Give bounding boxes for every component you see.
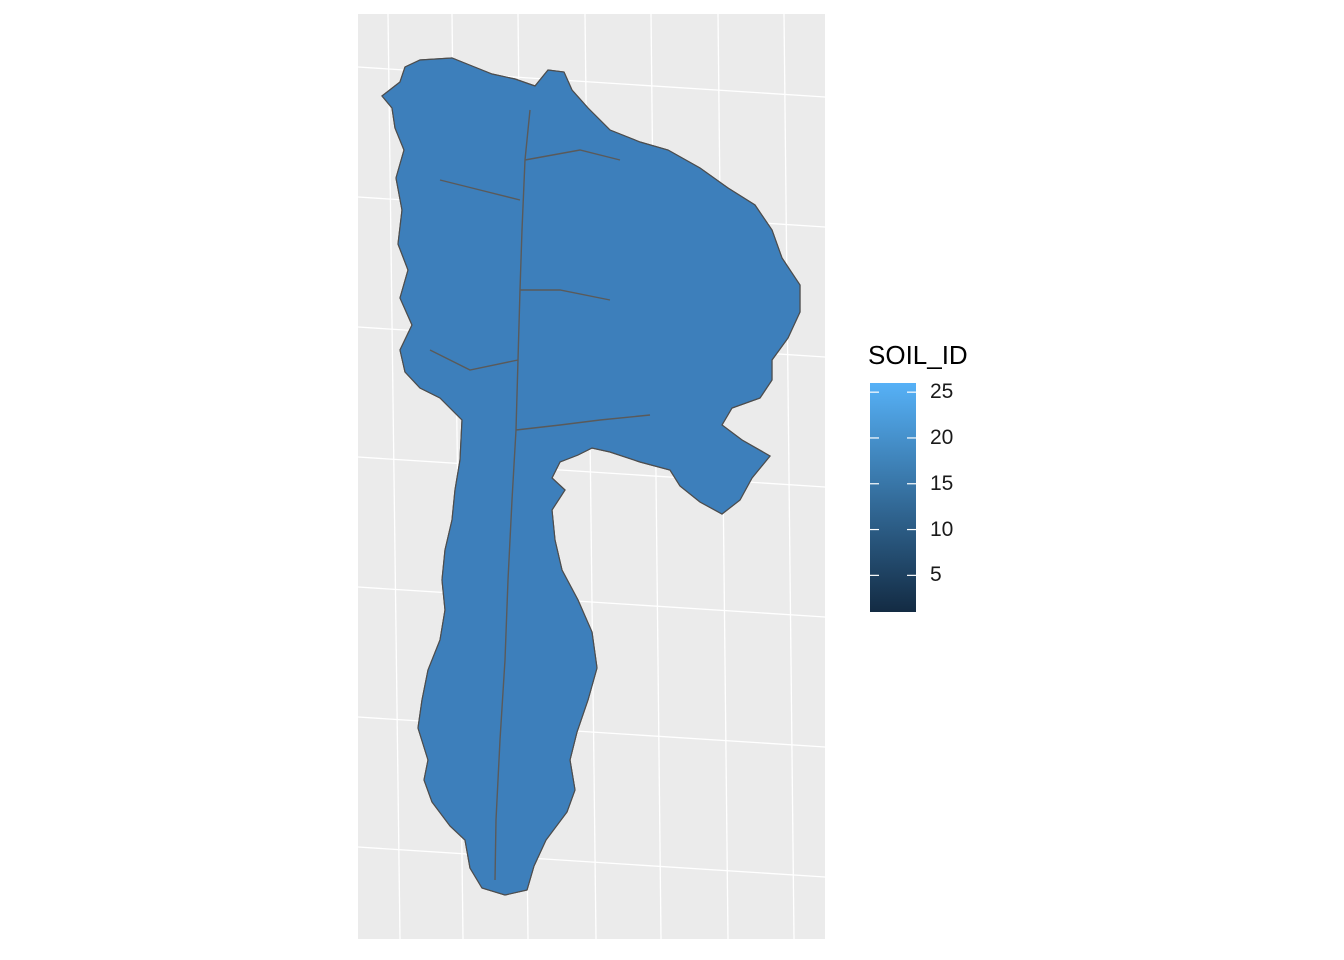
- legend-tick-label: 25: [930, 380, 954, 404]
- graticule-horizontal: [358, 586, 825, 618]
- legend-ticks: [870, 391, 916, 576]
- graticule-horizontal: [358, 846, 825, 878]
- stream-network: [429, 109, 651, 881]
- legend-title: SOIL_ID: [868, 340, 968, 370]
- legend-tick-label: 10: [930, 517, 954, 541]
- graticule-vertical: [783, 14, 795, 939]
- legend-tick-label: 5: [930, 563, 942, 587]
- legend-colorbar: [870, 383, 916, 612]
- watershed-soil-map: [381, 57, 801, 896]
- legend: [870, 383, 916, 612]
- legend-tick-label: 20: [930, 425, 954, 449]
- graticule-vertical: [387, 14, 401, 939]
- legend-tick-label: 15: [930, 471, 954, 495]
